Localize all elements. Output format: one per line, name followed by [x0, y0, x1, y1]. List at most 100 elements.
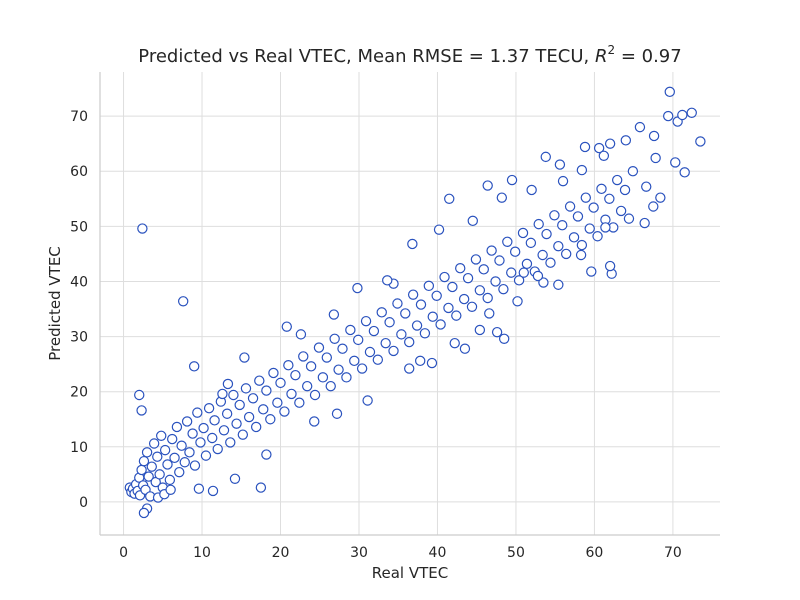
scatter-point: [549, 210, 560, 221]
scatter-point: [466, 301, 478, 313]
scatter-point: [255, 482, 267, 493]
scatter-point: [494, 255, 505, 266]
scatter-point: [146, 461, 157, 472]
scatter-point: [193, 483, 205, 494]
x-tick-label: 20: [272, 545, 290, 561]
scatter-point: [250, 421, 262, 433]
scatter-point: [467, 215, 478, 227]
scatter-point: [512, 296, 523, 307]
scatter-point: [491, 326, 503, 338]
scatter-point: [195, 437, 206, 448]
scatter-point: [444, 193, 455, 204]
scatter-point: [152, 451, 163, 462]
scatter-point: [231, 418, 242, 429]
x-axis-label: Real VTEC: [372, 564, 448, 582]
scatter-point: [498, 283, 509, 295]
scatter-point: [272, 397, 283, 408]
scatter-point: [392, 298, 403, 309]
scatter-point: [207, 485, 219, 497]
scatter-point: [564, 201, 576, 212]
scatter-point: [261, 449, 272, 460]
scatter-point: [331, 408, 343, 419]
scatter-point: [620, 135, 632, 146]
scatter-point: [439, 271, 450, 283]
scatter-point: [200, 450, 212, 461]
scatter-point: [221, 408, 233, 419]
scatter-point: [333, 364, 344, 375]
scatter-point: [586, 266, 597, 277]
scatter-point: [138, 455, 150, 467]
scatter-point: [177, 296, 189, 307]
x-tick-label: 30: [350, 545, 368, 561]
scatter-point: [695, 136, 706, 147]
y-tick-label: 60: [70, 164, 88, 180]
scatter-point: [167, 433, 178, 445]
scatter-point: [239, 352, 250, 363]
scatter-point: [382, 275, 393, 286]
y-tick-label: 50: [70, 219, 88, 235]
scatter-point: [247, 393, 259, 404]
scatter-point: [423, 280, 435, 292]
scatter-point: [506, 174, 518, 186]
y-axis-label: Predicted VTEC: [46, 246, 64, 361]
scatter-point: [279, 406, 290, 417]
scatter-point: [443, 302, 454, 314]
scatter-point: [189, 460, 201, 471]
scatter-point: [663, 110, 674, 122]
scatter-point: [228, 389, 239, 401]
y-tick-label: 10: [70, 440, 88, 456]
x-tick-label: 60: [586, 545, 604, 561]
scatter-point: [648, 130, 660, 142]
scatter-point: [482, 180, 493, 191]
scatter-point: [349, 355, 360, 367]
scatter-point: [451, 310, 462, 321]
scatter-point: [533, 218, 544, 230]
scatter-point: [604, 193, 615, 204]
scatter-point: [517, 227, 529, 239]
scatter-point: [596, 183, 607, 195]
scatter-point: [154, 469, 165, 480]
scatter-point: [496, 192, 508, 203]
scatter-point: [380, 337, 391, 349]
scatter-point: [148, 438, 160, 449]
scatter-point: [268, 367, 279, 379]
scatter-point: [275, 377, 286, 389]
x-tick-label: 70: [664, 545, 682, 561]
scatter-point: [372, 354, 384, 365]
scatter-point: [243, 411, 255, 423]
scatter-point: [655, 192, 666, 203]
scatter-point: [568, 232, 580, 243]
scatter-point: [545, 257, 556, 268]
scatter-point: [181, 416, 193, 427]
scatter-point: [498, 333, 510, 344]
axes-spines: [99, 72, 720, 536]
scatter-point: [572, 211, 584, 222]
scatter-point: [506, 267, 517, 278]
scatter-point: [301, 380, 313, 392]
scatter-point: [321, 352, 333, 363]
scatter-point: [604, 260, 616, 272]
scatter-point: [521, 258, 533, 270]
scatter-point: [462, 272, 474, 284]
scatter-point: [159, 444, 171, 456]
x-tick-labels: 0 10 20 30 40 50 60 70: [119, 545, 682, 561]
scatter-point: [598, 150, 610, 161]
scatter-point: [136, 405, 147, 416]
scatter-point: [356, 363, 368, 374]
scatter-point: [458, 293, 470, 305]
scatter-point: [470, 254, 482, 265]
scatter-point: [329, 333, 340, 344]
scatter-point: [557, 220, 568, 231]
y-tick-label: 0: [79, 495, 88, 511]
scatter-point: [283, 360, 294, 371]
scatter-point: [641, 181, 652, 192]
y-tick-label: 40: [70, 274, 88, 290]
scatter-point: [352, 282, 363, 294]
x-tick-label: 10: [193, 545, 211, 561]
scatter-point: [484, 308, 495, 319]
scatter-point: [502, 236, 513, 247]
scatter-point: [600, 222, 611, 233]
scatter-point: [254, 375, 265, 386]
chart-title: Predicted vs Real VTEC, Mean RMSE = 1.37…: [138, 43, 681, 67]
scatter-point: [234, 399, 245, 411]
